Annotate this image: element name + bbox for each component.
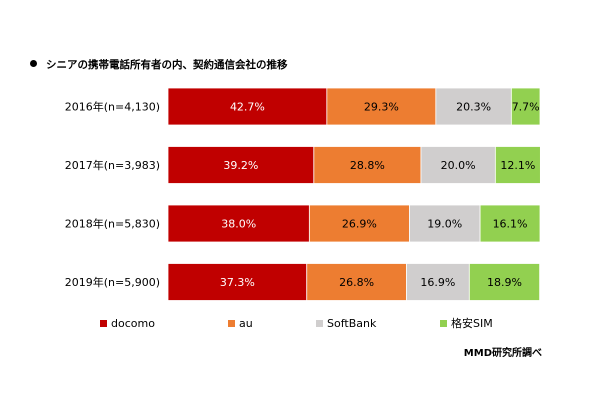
bar-segment xyxy=(326,87,437,126)
data-label: 16.1% xyxy=(493,218,528,231)
legend-label: SoftBank xyxy=(327,317,377,330)
source-note: MMD研究所調べ xyxy=(463,348,542,359)
bar-segment xyxy=(468,263,541,301)
data-label: 37.3% xyxy=(220,276,255,289)
data-label: 39.2% xyxy=(223,159,258,172)
bar-segment xyxy=(313,146,422,184)
bar-segment xyxy=(420,146,496,184)
bullet-icon xyxy=(30,60,37,67)
category-label: 2017年(n=3,983) xyxy=(65,158,160,172)
chart-title-row: シニアの携帯電話所有者の内、契約通信会社の推移 xyxy=(30,57,288,72)
bar-segment xyxy=(510,87,541,126)
data-label: 18.9% xyxy=(487,276,522,289)
legend-swatch xyxy=(100,320,107,327)
category-label: 2019年(n=5,900) xyxy=(65,275,160,289)
legend-label: 格安SIM xyxy=(451,316,493,330)
bar-segment xyxy=(306,263,407,301)
legend-swatch xyxy=(228,320,235,327)
category-label: 2018年(n=5,830) xyxy=(65,217,160,231)
data-label: 26.9% xyxy=(342,218,377,231)
data-label: 20.0% xyxy=(441,159,476,172)
data-label: 29.3% xyxy=(364,101,399,114)
bar-segment xyxy=(167,87,328,126)
bar-segment xyxy=(479,204,541,243)
data-label: 42.7% xyxy=(230,101,265,114)
bar-segment xyxy=(409,204,481,243)
bar-segment xyxy=(167,204,310,243)
data-label: 26.8% xyxy=(339,276,374,289)
legend-swatch xyxy=(440,320,447,327)
data-label: 12.1% xyxy=(500,159,535,172)
bar-segment xyxy=(167,263,308,301)
data-label: 16.9% xyxy=(420,276,455,289)
legend-label: au xyxy=(239,317,253,330)
bar-segment xyxy=(308,204,410,243)
data-label: 38.0% xyxy=(221,218,256,231)
chart-title: シニアの携帯電話所有者の内、契約通信会社の推移 xyxy=(46,59,288,71)
category-label: 2016年(n=4,130) xyxy=(65,100,160,114)
bar-segment xyxy=(406,263,470,301)
legend-label: docomo xyxy=(111,317,155,330)
bar-segment xyxy=(435,87,512,126)
legend-swatch xyxy=(316,320,323,327)
bar-segment xyxy=(494,146,541,184)
data-label: 20.3% xyxy=(456,101,491,114)
data-label: 28.8% xyxy=(350,159,385,172)
data-label: 7.7% xyxy=(512,101,540,114)
data-label: 19.0% xyxy=(427,218,462,231)
